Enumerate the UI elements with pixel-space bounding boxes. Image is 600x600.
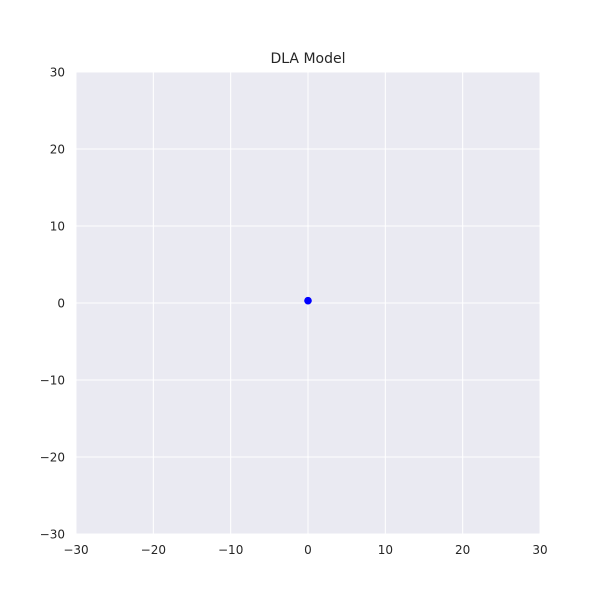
y-tick-label: 30	[50, 66, 65, 80]
y-tick-label: 0	[57, 297, 65, 311]
x-tick-label: 0	[304, 543, 312, 557]
y-tick-label: 10	[50, 220, 65, 234]
y-axis-ticks: −30 −20 −10 0 10 20 30	[40, 66, 65, 542]
chart-title: DLA Model	[271, 51, 346, 67]
x-tick-label: −20	[141, 543, 166, 557]
y-tick-label: 20	[50, 143, 65, 157]
data-points	[304, 296, 312, 305]
x-tick-label: −30	[63, 543, 88, 557]
x-tick-label: 10	[378, 543, 393, 557]
x-tick-label: 30	[532, 543, 547, 557]
x-axis-ticks: −30 −20 −10 0 10 20 30	[63, 543, 547, 557]
y-tick-label: −20	[40, 451, 65, 465]
x-tick-label: 20	[455, 543, 470, 557]
data-point	[304, 296, 312, 305]
y-tick-label: −30	[40, 528, 65, 542]
x-tick-label: −10	[218, 543, 243, 557]
y-tick-label: −10	[40, 374, 65, 388]
